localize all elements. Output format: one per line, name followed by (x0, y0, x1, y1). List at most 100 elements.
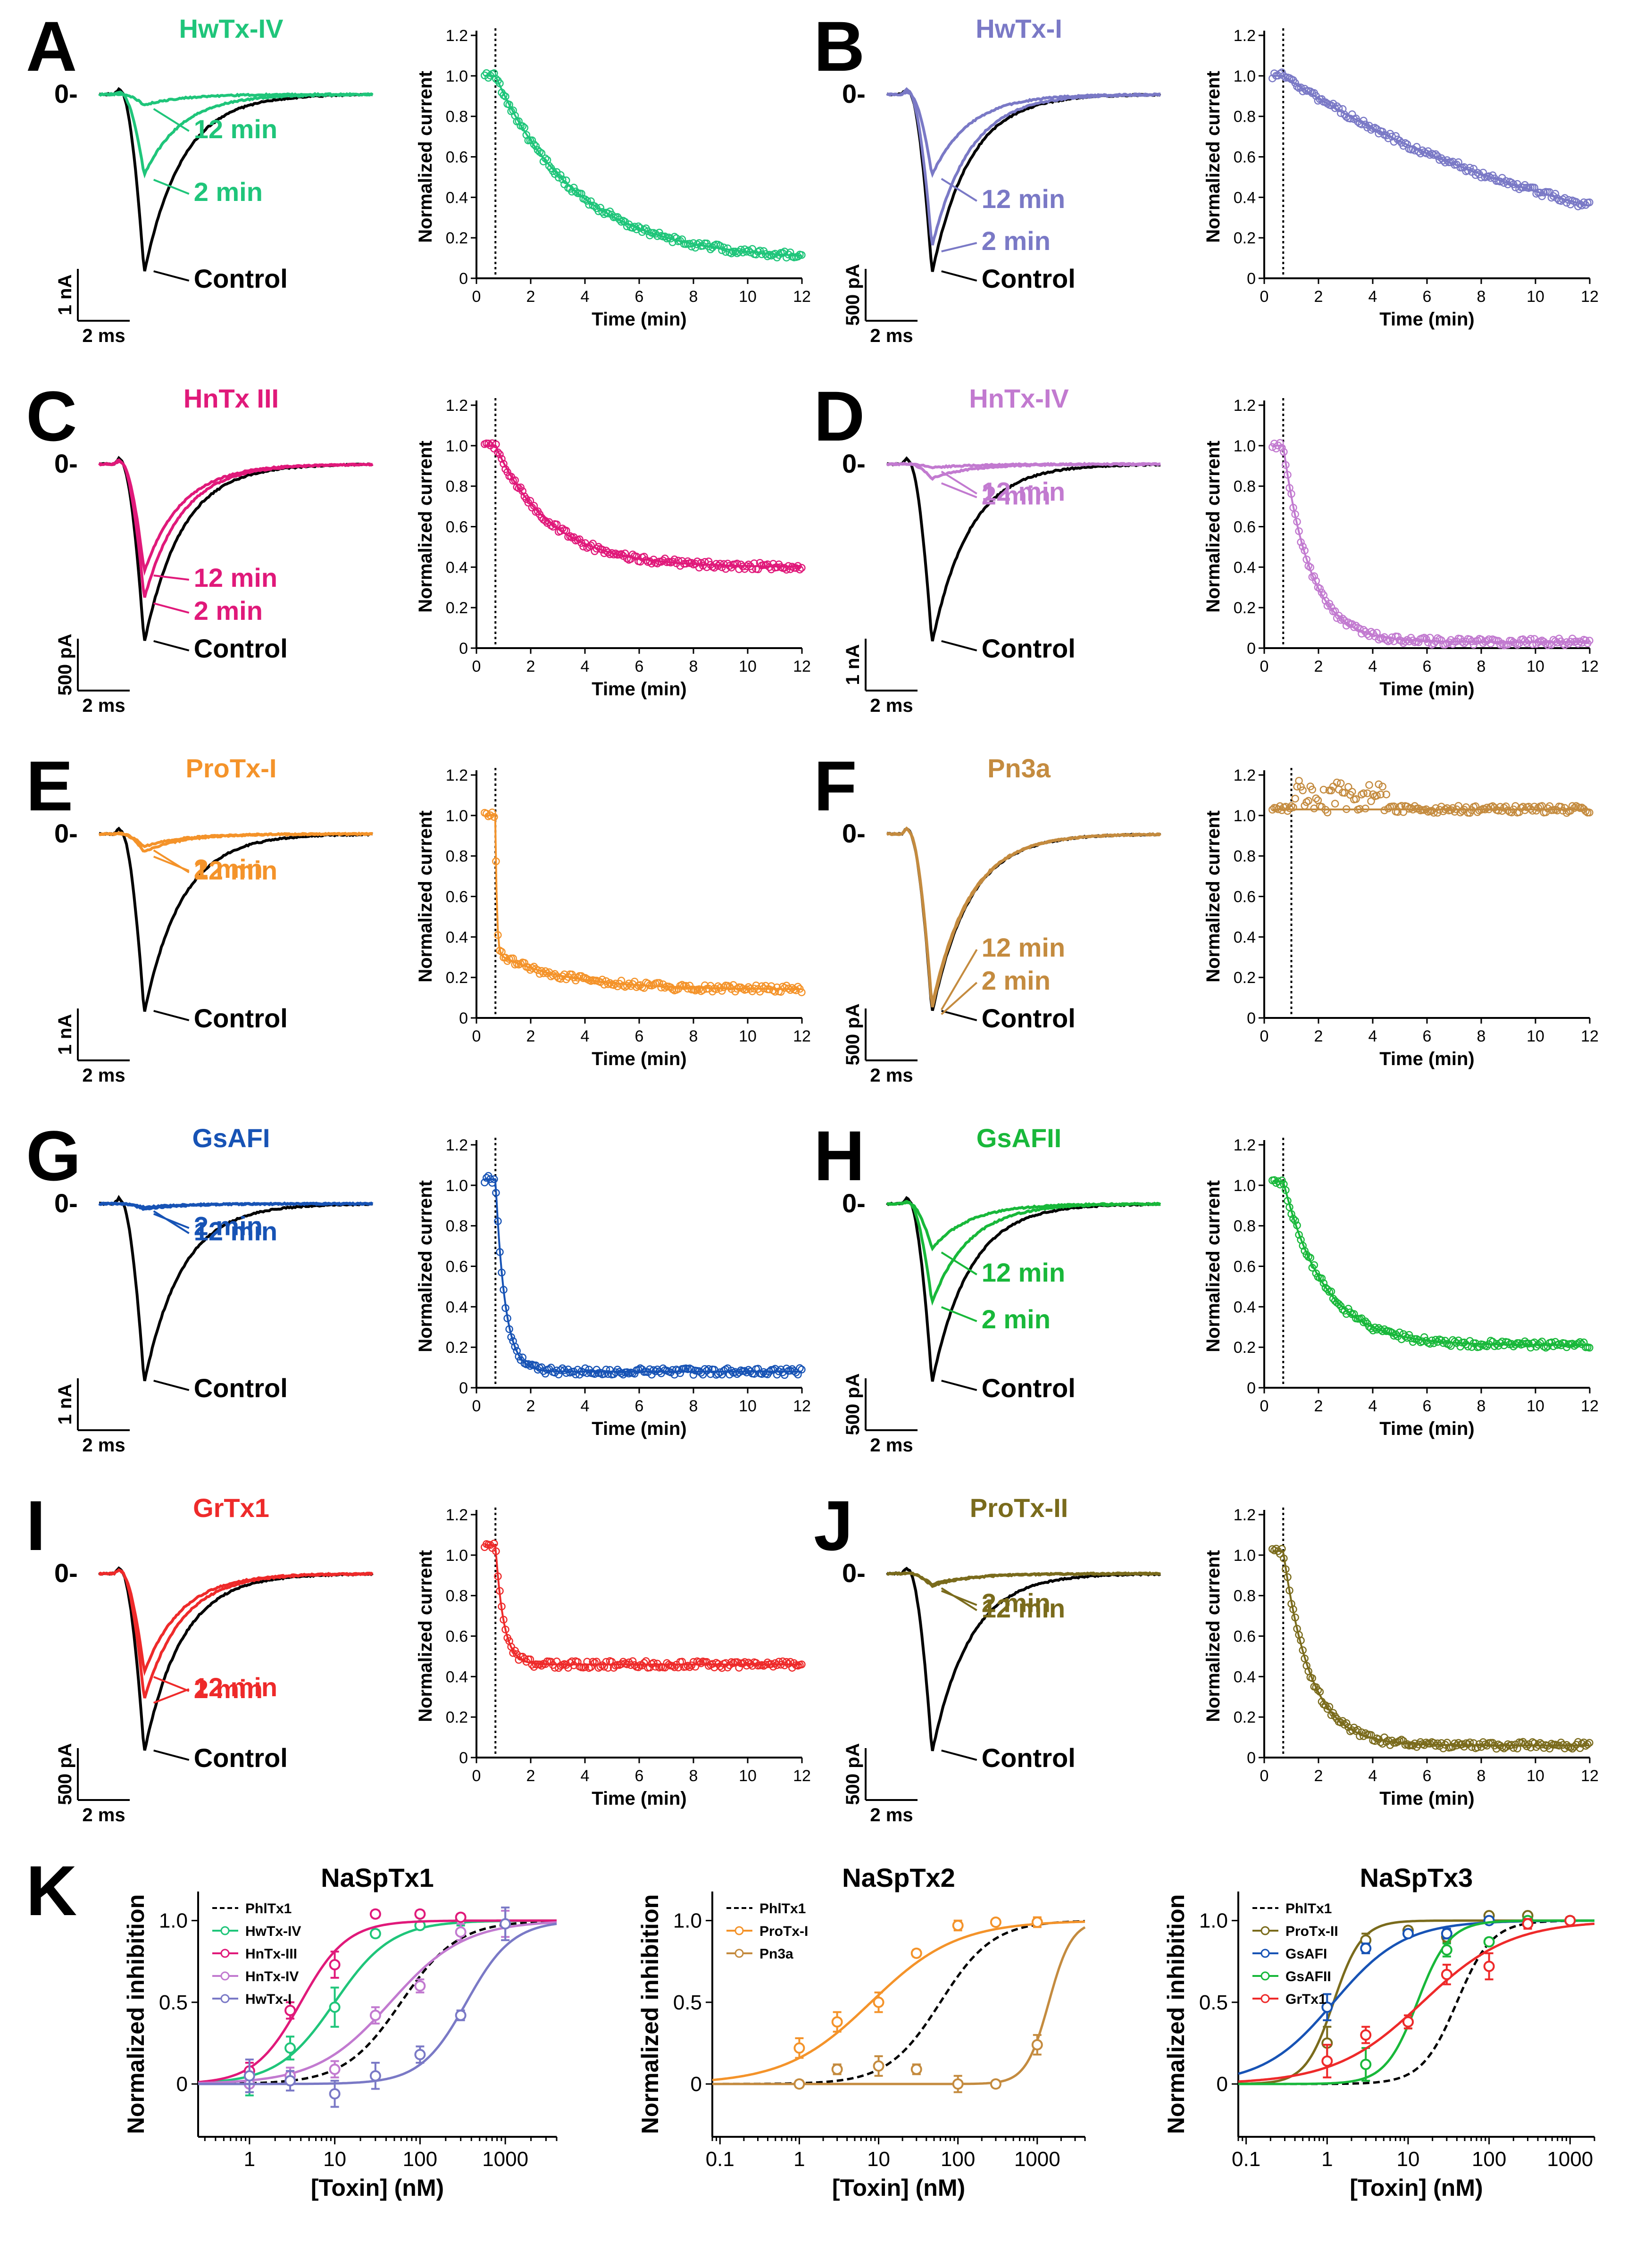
y-tick-label: 0.8 (1234, 478, 1256, 496)
data-point (1477, 173, 1485, 182)
data-point (1358, 630, 1366, 638)
legend-label: PhlTx1 (759, 1901, 806, 1917)
data-point (727, 985, 735, 993)
y-tick-label: 0.4 (446, 558, 468, 576)
data-point (714, 1370, 722, 1378)
legend-label: ProTx-I (759, 1924, 808, 1939)
data-point (695, 564, 703, 572)
data-point-HnTx-IV (455, 1926, 467, 1938)
data-point (617, 550, 626, 558)
x-tick-label: 1 (793, 2148, 805, 2171)
x-tick-label: 8 (689, 658, 698, 675)
panel-letter: E (26, 746, 73, 825)
twelve-min-leader (941, 178, 977, 202)
twelve-min-leader (153, 1688, 190, 1704)
data-point (1574, 1339, 1582, 1348)
data-point (1504, 1740, 1512, 1748)
data-point-HnTx-III (329, 1959, 341, 1971)
data-point-ProTx-I (793, 2042, 805, 2054)
data-point (488, 808, 496, 817)
current-scale-label: 500 pA (843, 1003, 863, 1065)
y-tick-label: 0 (1247, 1009, 1256, 1027)
data-point (574, 974, 582, 982)
data-point (746, 1660, 755, 1668)
data-point (1336, 779, 1345, 787)
data-point (604, 1370, 612, 1378)
data-point (503, 1314, 511, 1323)
data-point (1508, 179, 1516, 187)
data-point (501, 92, 509, 100)
data-point (1336, 109, 1345, 117)
data-point (1485, 635, 1493, 643)
data-point (1585, 198, 1594, 207)
data-point (1483, 1342, 1491, 1350)
data-point (1340, 1721, 1349, 1729)
y-tick-label: 1.0 (446, 1547, 468, 1565)
data-point (1382, 790, 1391, 799)
y-tick-label: 1.0 (446, 67, 468, 85)
data-point (1285, 804, 1293, 812)
data-point (1574, 640, 1582, 648)
control-leader (941, 1750, 977, 1761)
panel-letter: D (814, 376, 865, 456)
data-point (596, 1663, 605, 1671)
data-point (1325, 1703, 1334, 1711)
control-label: Control (982, 1743, 1076, 1773)
x-tick-label: 1 (244, 2148, 255, 2171)
control-leader (153, 270, 190, 282)
data-point (1496, 803, 1504, 811)
data-point (674, 557, 683, 565)
data-point (684, 557, 692, 566)
control-leader (153, 1380, 190, 1391)
data-point (659, 556, 667, 565)
data-point (1504, 806, 1512, 815)
data-point (661, 983, 669, 992)
data-point (1530, 1739, 1538, 1747)
data-point (1276, 1550, 1284, 1558)
y-tick-label: 1.0 (1234, 1547, 1256, 1565)
fit-line (1272, 1550, 1590, 1747)
y-tick-label: 1.2 (1234, 27, 1256, 45)
y-tick-label: 0.6 (1234, 149, 1256, 167)
y-tick-label: 1.2 (1234, 397, 1256, 415)
fit-line (1272, 75, 1590, 207)
data-point (1363, 124, 1371, 132)
data-point (1420, 1333, 1428, 1341)
data-point (1469, 1739, 1478, 1747)
legend-label: Pn3a (759, 1946, 793, 1962)
panel-letter: C (26, 376, 77, 456)
fit-curve-Pn3a (712, 1926, 1086, 2085)
y-tick-label: 0.5 (1199, 1991, 1228, 2014)
legend-label: HnTx-III (245, 1946, 297, 1962)
x-axis-label: Time (min) (592, 1049, 687, 1069)
chart-title: NaSpTx3 (1360, 1863, 1473, 1892)
data-point (587, 542, 595, 550)
data-point-ProTx-I (910, 1947, 922, 1959)
data-point (626, 982, 635, 990)
data-point (1397, 1735, 1406, 1744)
data-point (798, 988, 806, 996)
data-point (754, 1365, 762, 1373)
x-axis-label: Time (min) (1379, 1418, 1475, 1439)
zero-label: 0- (842, 79, 866, 108)
data-point (1551, 190, 1560, 198)
fit-curve-GrTx1 (1238, 1922, 1595, 2083)
data-point (670, 233, 679, 241)
two-min-label: 2 min (982, 966, 1051, 995)
data-point (528, 1660, 536, 1669)
y-tick-label: 0.6 (1234, 518, 1256, 536)
x-tick-label: 0 (1260, 1767, 1269, 1785)
data-point (758, 1370, 766, 1378)
data-point (659, 1364, 667, 1373)
data-point (1407, 804, 1415, 812)
data-point (1544, 641, 1552, 650)
x-axis-label: Time (min) (592, 309, 687, 330)
x-axis-label: Time (min) (592, 1788, 687, 1809)
x-tick-label: 6 (635, 658, 644, 675)
data-point (794, 983, 802, 991)
two-min-leader (153, 602, 190, 614)
y-tick-label: 1.0 (673, 1909, 702, 1933)
fit-line (1272, 1180, 1590, 1346)
